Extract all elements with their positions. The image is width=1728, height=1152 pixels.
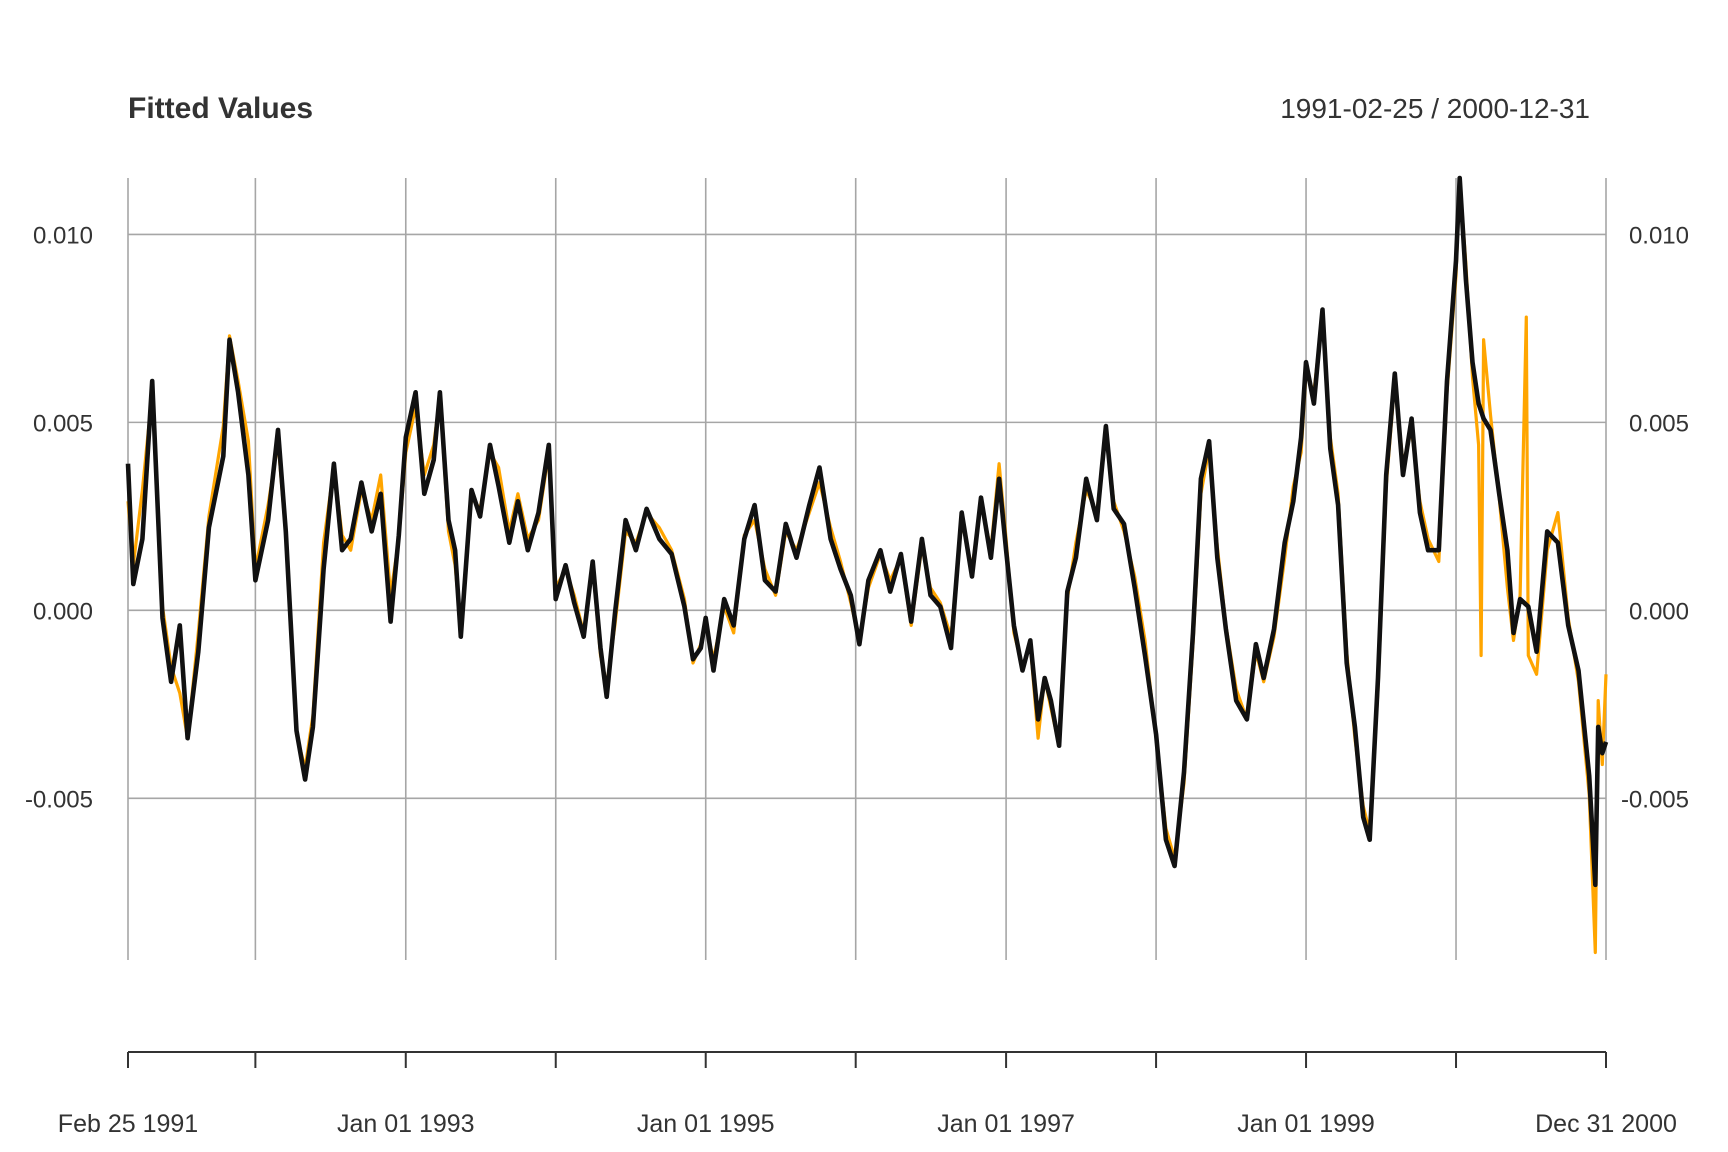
x-axis: Feb 25 1991 Jan 01 1993 Jan 01 1995 Jan 01 … — [58, 1051, 1677, 1138]
y-tick-label-left: 0.005 — [33, 410, 93, 437]
y-tick-label-right: 0.005 — [1629, 410, 1689, 437]
y-tick-label-left: 0.000 — [33, 598, 93, 625]
x-tick-label: Jan 01 1995 — [637, 1110, 775, 1138]
x-tick-label: Jan 01 1999 — [1237, 1110, 1375, 1138]
date-range-label: 1991-02-25 / 2000-12-31 — [1280, 93, 1590, 124]
y-axis-right: 0.010 0.005 0.000 -0.005 — [1621, 222, 1689, 813]
y-tick-label-right: 0.000 — [1629, 598, 1689, 625]
y-tick-label-left: -0.005 — [25, 786, 93, 813]
x-tick-label: Feb 25 1991 — [58, 1110, 198, 1138]
y-tick-label-right: -0.005 — [1621, 786, 1689, 813]
y-tick-label-right: 0.010 — [1629, 222, 1689, 249]
series-line-fitted — [125, 175, 1609, 888]
y-axis-left: 0.010 0.005 0.000 -0.005 — [25, 222, 93, 813]
x-tick-label: Dec 31 2000 — [1535, 1110, 1677, 1138]
series-layer — [125, 175, 1609, 955]
x-tick-label: Jan 01 1997 — [937, 1110, 1075, 1138]
chart-title: Fitted Values — [128, 92, 313, 125]
x-tick-label: Jan 01 1993 — [337, 1110, 475, 1138]
y-tick-label-left: 0.010 — [33, 222, 93, 249]
